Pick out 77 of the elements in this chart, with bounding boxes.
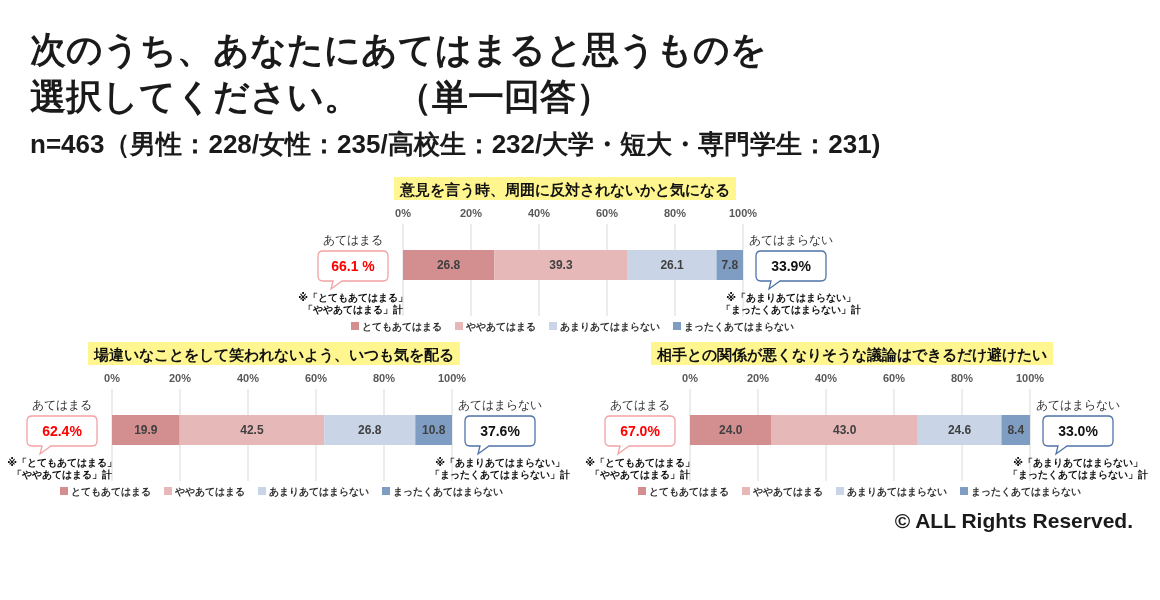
text: 37.6% (480, 423, 521, 439)
text: n=463（男性：228/女性：235/高校生：232/大学・短大・専門学生：231) (30, 129, 881, 159)
legend-label: ややあてはまる (465, 320, 536, 332)
text: 67.0% (620, 423, 661, 439)
bar (494, 250, 628, 280)
x-tick-label: 100% (437, 372, 467, 384)
x-tick-label: 60% (595, 207, 619, 219)
x-tick-label: 40% (236, 372, 260, 384)
x-tick-label: 0% (682, 372, 699, 384)
x-tick-label: 40% (814, 372, 838, 384)
text: あてはまらない (1036, 398, 1120, 412)
data-label: 19.9 (134, 423, 158, 437)
bar (690, 415, 772, 445)
legend-label: まったくあてはまらない (684, 320, 794, 333)
bar (403, 250, 495, 280)
data-label: 42.5 (240, 423, 264, 437)
legend-label: あまりあてはまらない (560, 320, 660, 333)
text: あてはまらない (458, 398, 542, 412)
bar (627, 250, 717, 280)
x-tick-label: 20% (746, 372, 770, 384)
data-label: 7.8 (721, 258, 739, 272)
chart-title: 相手との関係が悪くなりそうな議論はできるだけ避けたい (656, 345, 1047, 364)
annotation: ※「あまりあてはまらない」「まったくあてはまらない」計 (1008, 456, 1148, 481)
bar (917, 415, 1002, 445)
x-tick-label: 80% (372, 372, 396, 384)
x-tick-label: 100% (1015, 372, 1045, 384)
bar (716, 250, 743, 280)
annotation: ※「とてもあてはまる」「ややあてはまる」計 (585, 456, 695, 480)
data-label: 26.8 (436, 258, 461, 272)
x-tick-label: 0% (104, 372, 121, 384)
data-label: 10.8 (421, 423, 446, 437)
text: あてはまる (610, 398, 670, 412)
text: 33.0% (1058, 423, 1099, 439)
annotation: ※「あまりあてはまらない」「まったくあてはまらない」計 (721, 291, 861, 316)
text: 33.9% (771, 258, 812, 274)
bar (179, 415, 325, 445)
annotation: ※「あまりあてはまらない」「まったくあてはまらない」計 (430, 456, 570, 481)
legend-label: とてもあてはまる (71, 485, 151, 497)
x-tick-label: 100% (728, 207, 758, 219)
legend-label: まったくあてはまらない (971, 485, 1081, 498)
bar (112, 415, 180, 445)
data-label: 8.4 (1007, 423, 1025, 437)
text: あてはまらない (749, 233, 833, 247)
x-tick-label: 20% (168, 372, 192, 384)
text: 66.1 % (331, 258, 376, 274)
chart-title: 意見を言う時、周囲に反対されないかと気になる (399, 180, 730, 199)
data-label: 26.8 (358, 423, 382, 437)
legend-label: ややあてはまる (752, 485, 823, 497)
annotation: ※「とてもあてはまる」「ややあてはまる」計 (298, 291, 408, 315)
data-label: 24.0 (719, 423, 743, 437)
data-label: 39.3 (549, 258, 573, 272)
data-label: 24.6 (947, 423, 972, 437)
x-tick-label: 60% (304, 372, 328, 384)
data-label: 43.0 (833, 423, 857, 437)
x-tick-label: 0% (395, 207, 412, 219)
text: © ALL Rights Reserved. (894, 509, 1133, 532)
bar (771, 415, 918, 445)
bar (324, 415, 416, 445)
text: 次のうち、あなたにあてはまると思うものを選択してください。 （単一回答） (30, 29, 767, 117)
x-tick-label: 80% (663, 207, 687, 219)
text: あてはまる (323, 233, 383, 247)
legend-label: あまりあてはまらない (847, 485, 947, 498)
data-label: 26.1 (660, 258, 685, 272)
text: あてはまる (32, 398, 92, 412)
x-tick-label: 40% (527, 207, 551, 219)
legend-label: まったくあてはまらない (393, 485, 503, 498)
bar (1001, 415, 1030, 445)
x-tick-label: 60% (882, 372, 906, 384)
legend-label: とてもあてはまる (649, 485, 729, 497)
x-tick-label: 80% (950, 372, 974, 384)
annotation: ※「とてもあてはまる」「ややあてはまる」計 (7, 456, 117, 480)
chart-title: 場違いなことをして笑われないよう、いつも気を配る (93, 345, 454, 364)
legend-label: ややあてはまる (174, 485, 245, 497)
text: 62.4% (42, 423, 83, 439)
x-tick-label: 20% (459, 207, 483, 219)
legend-label: とてもあてはまる (362, 320, 442, 332)
legend-label: あまりあてはまらない (269, 485, 369, 498)
